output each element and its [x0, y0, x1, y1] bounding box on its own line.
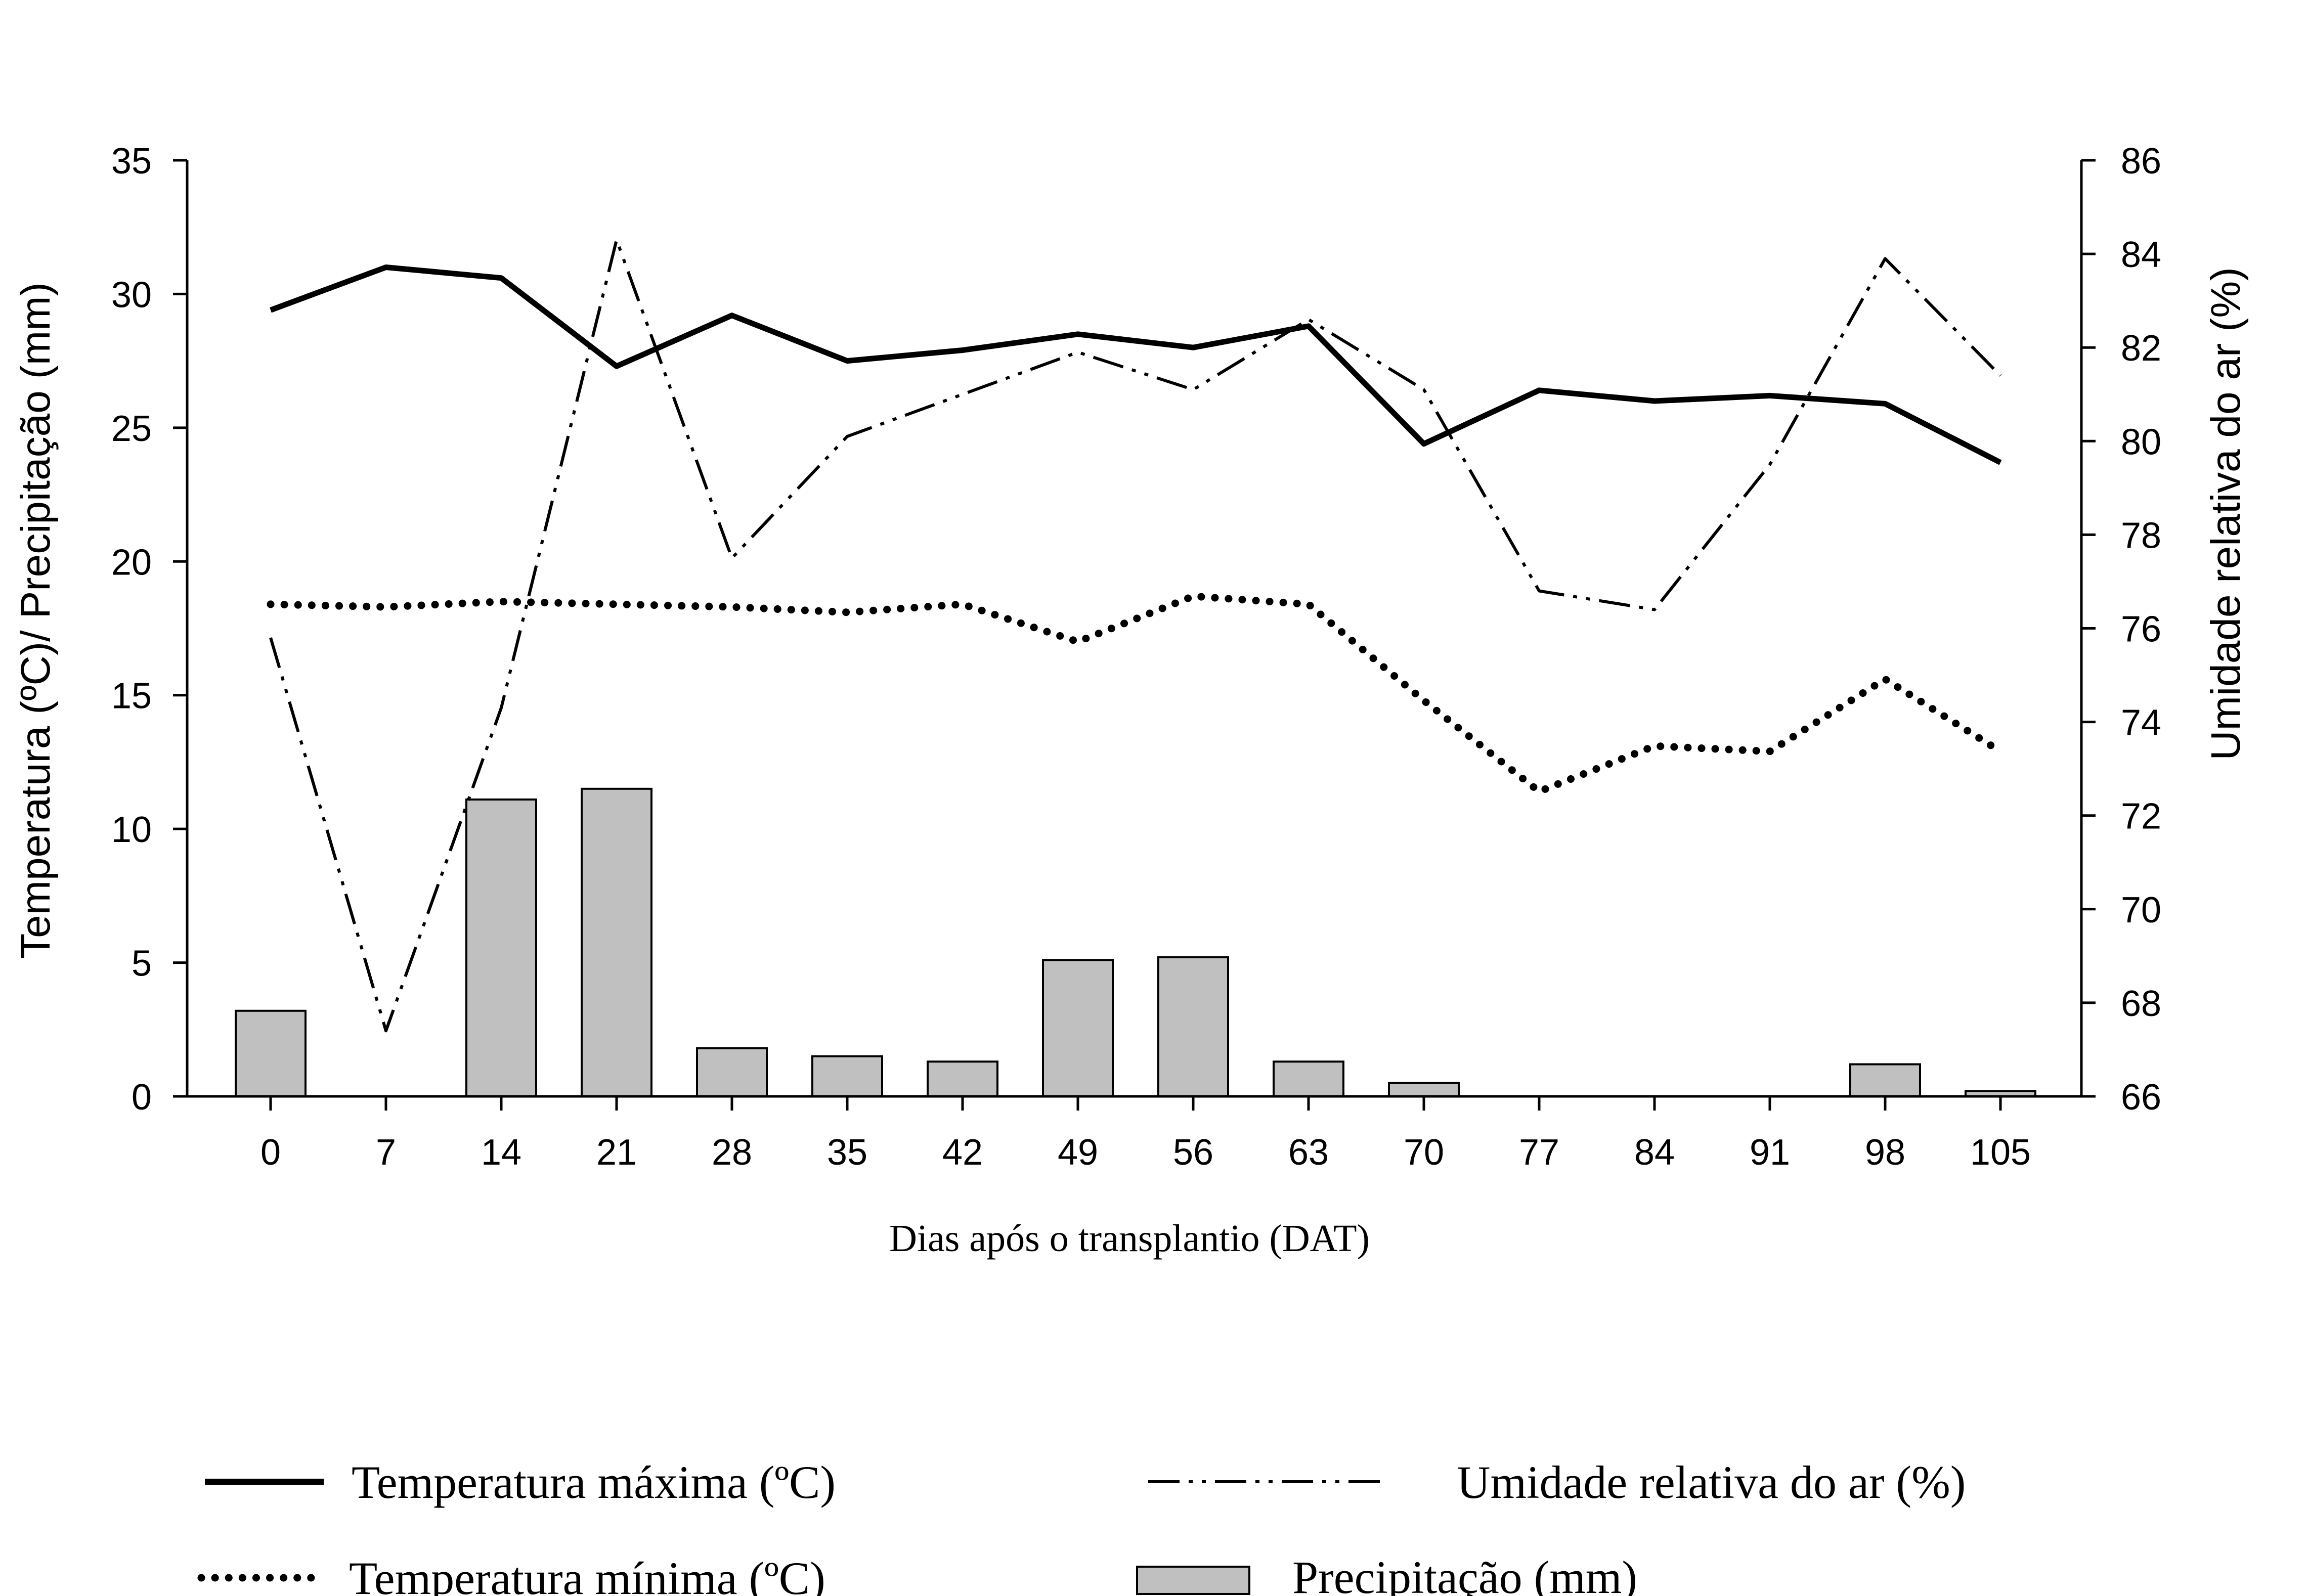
x-tick-label-14: 14	[481, 1132, 521, 1173]
line-tmin	[267, 592, 2005, 795]
bar-precipitation-49	[1042, 959, 1114, 1097]
y-tick-label-right-70: 70	[2121, 890, 2161, 930]
y-tick-label-left-35: 35	[111, 141, 152, 182]
y-tick-label-right-82: 82	[2121, 328, 2161, 369]
x-tick-label-42: 42	[942, 1132, 983, 1173]
y-tick-label-right-84: 84	[2121, 235, 2161, 275]
bar-precipitation-98	[1849, 1063, 1921, 1097]
x-tick-label-35: 35	[827, 1132, 867, 1173]
y-tick-label-left-20: 20	[111, 542, 152, 583]
line-humidity	[269, 238, 2002, 1033]
legend-item-tmax: Temperatura máxima (ºC)	[205, 1456, 836, 1508]
x-tick-label-105: 105	[1970, 1132, 2031, 1173]
legend-item-humidity: Umidade relativa do ar (%)	[1148, 1456, 1966, 1508]
x-tick-label-56: 56	[1173, 1132, 1213, 1173]
y-tick-label-right-68: 68	[2121, 984, 2161, 1024]
precipitation-bars	[235, 787, 2036, 1098]
legend-label-tmax: Temperatura máxima (ºC)	[352, 1456, 836, 1508]
y-tick-label-left-5: 5	[132, 944, 152, 984]
legend-item-precipitation: Precipitação (mm)	[1136, 1551, 1637, 1596]
y-tick-label-right-66: 66	[2121, 1077, 2161, 1118]
y-tick-label-right-76: 76	[2121, 609, 2161, 650]
x-axis-title: Dias após o transplantio (DAT)	[889, 1217, 1370, 1260]
axes: 0 5 10 15 20 25 30 35 66 68 70 72 74 76 78 80 82 84 86 0 7 14…	[111, 141, 2161, 1173]
legend-swatch-precipitation	[1136, 1566, 1250, 1595]
y-tick-label-right-86: 86	[2121, 141, 2161, 182]
bar-precipitation-0	[235, 1009, 307, 1098]
x-tick-label-63: 63	[1288, 1132, 1329, 1173]
legend-item-tmin: Temperatura mínima (ºC)	[197, 1553, 825, 1596]
series-lines	[267, 238, 2005, 1033]
legend-label-tmin: Temperatura mínima (ºC)	[349, 1553, 825, 1596]
bar-precipitation-63	[1273, 1060, 1344, 1097]
y-tick-label-left-30: 30	[111, 275, 152, 315]
bar-precipitation-42	[927, 1060, 998, 1097]
bar-precipitation-70	[1388, 1082, 1460, 1097]
x-tick-label-28: 28	[712, 1132, 752, 1173]
legend: Temperatura máxima (ºC) Temperatura míni…	[197, 1456, 1966, 1596]
line-tmax	[270, 264, 2002, 465]
x-tick-label-77: 77	[1519, 1132, 1559, 1173]
x-tick-label-7: 7	[376, 1132, 396, 1173]
y-tick-label-right-74: 74	[2121, 703, 2161, 743]
legend-label-precipitation: Precipitação (mm)	[1292, 1551, 1637, 1596]
bar-precipitation-14	[465, 798, 537, 1098]
y-axis-title-right: Umidade relativa do ar (%)	[2203, 267, 2249, 760]
bar-precipitation-28	[696, 1047, 768, 1097]
x-tick-label-91: 91	[1750, 1132, 1790, 1173]
y-tick-label-right-78: 78	[2121, 515, 2161, 556]
x-tick-label-98: 98	[1865, 1132, 1905, 1173]
y-tick-label-right-72: 72	[2121, 796, 2161, 837]
y-tick-label-right-80: 80	[2121, 422, 2161, 462]
y-axis-title-left: Temperatura (ºC)/ Precipitação (mm)	[13, 282, 59, 959]
y-tick-label-left-15: 15	[111, 676, 152, 717]
bar-precipitation-21	[581, 787, 652, 1098]
bar-precipitation-56	[1157, 956, 1229, 1097]
x-tick-label-49: 49	[1058, 1132, 1098, 1173]
legend-label-humidity: Umidade relativa do ar (%)	[1457, 1456, 1966, 1508]
y-tick-label-left-25: 25	[111, 409, 152, 449]
x-tick-label-0: 0	[260, 1132, 281, 1173]
y-tick-label-left-10: 10	[111, 810, 152, 850]
x-tick-label-21: 21	[596, 1132, 637, 1173]
x-tick-label-84: 84	[1634, 1132, 1675, 1173]
y-tick-label-left-0: 0	[132, 1077, 152, 1118]
bar-precipitation-35	[811, 1055, 883, 1097]
x-tick-label-70: 70	[1404, 1132, 1444, 1173]
